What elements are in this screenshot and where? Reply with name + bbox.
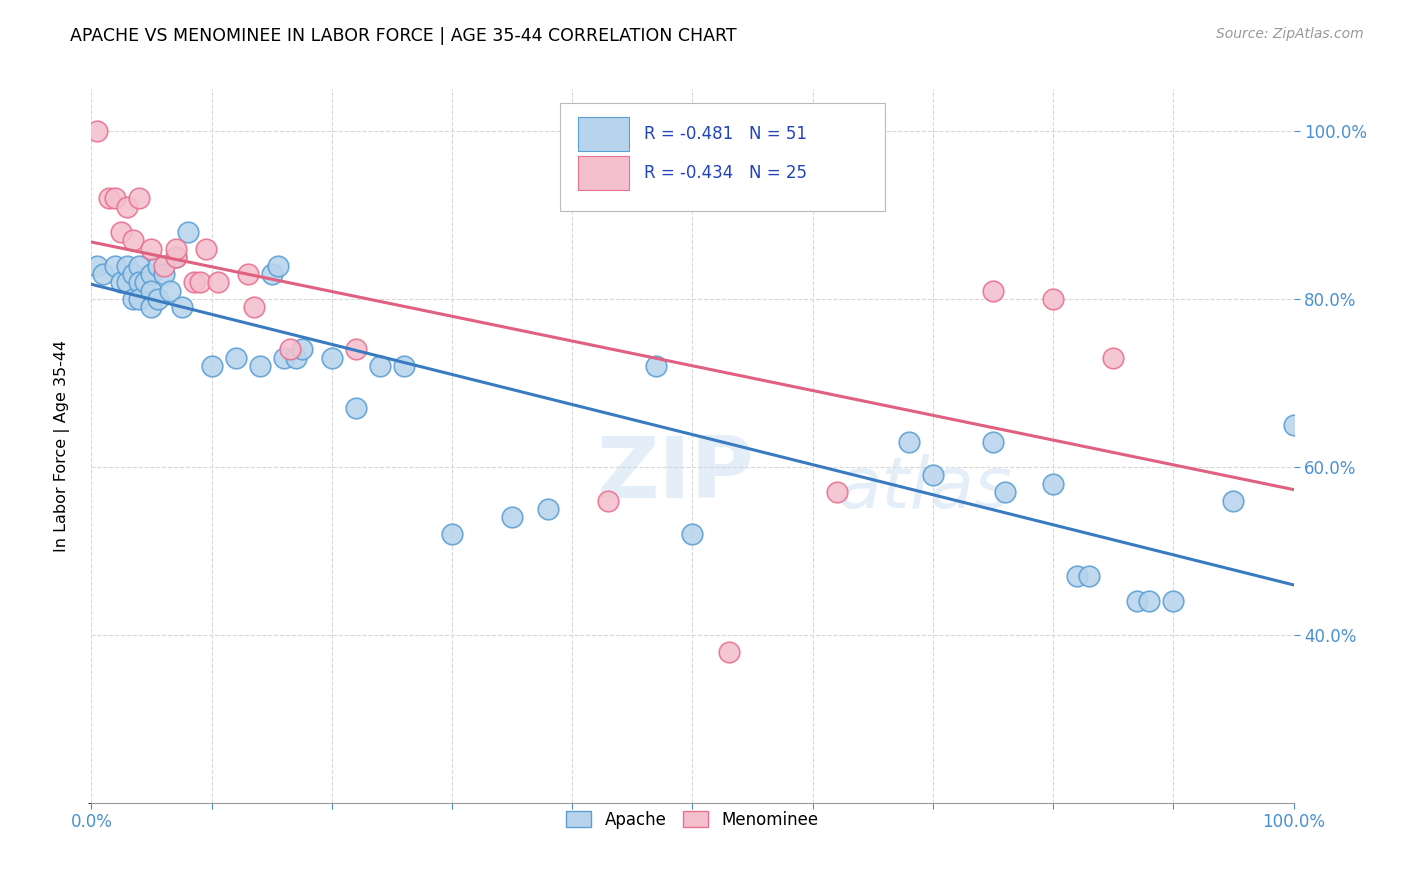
Point (128, 292, 150, 306)
Point (117, 275, 139, 289)
Point (110, 225, 132, 239)
Point (273, 351, 295, 365)
Point (236, 267, 259, 281)
Point (176, 225, 198, 239)
Point (1042, 292, 1064, 306)
FancyBboxPatch shape (578, 155, 628, 190)
Point (207, 275, 229, 289)
Point (1282, 417, 1305, 432)
Point (344, 343, 367, 357)
Point (1066, 569, 1088, 583)
Text: APACHE VS MENOMINEE IN LABOR FORCE | AGE 35-44 CORRELATION CHART: APACHE VS MENOMINEE IN LABOR FORCE | AGE… (70, 27, 737, 45)
Point (284, 351, 307, 365)
Point (170, 301, 193, 315)
Point (104, 191, 127, 205)
Point (188, 275, 211, 289)
Point (86, 124, 108, 138)
Point (344, 401, 367, 416)
Text: Source: ZipAtlas.com: Source: ZipAtlas.com (1216, 27, 1364, 41)
Point (392, 359, 415, 374)
Point (267, 259, 290, 273)
Point (152, 267, 174, 281)
Point (645, 359, 668, 374)
Point (128, 259, 150, 273)
Point (86, 259, 108, 273)
Text: R = -0.481   N = 51: R = -0.481 N = 51 (644, 125, 807, 143)
Point (440, 527, 463, 541)
Point (159, 284, 181, 298)
Point (122, 292, 145, 306)
Point (291, 343, 314, 357)
Point (981, 434, 1004, 449)
FancyBboxPatch shape (578, 117, 628, 152)
Point (141, 242, 163, 256)
Text: atlas: atlas (837, 454, 1011, 524)
Point (146, 259, 169, 273)
Point (1161, 594, 1184, 608)
Point (225, 351, 247, 365)
Point (368, 359, 391, 374)
Point (598, 493, 620, 508)
Point (1222, 493, 1244, 508)
Point (1042, 476, 1064, 491)
Point (141, 301, 163, 315)
Point (141, 267, 163, 281)
Point (501, 510, 523, 524)
Point (994, 485, 1017, 500)
Text: ZIP: ZIP (596, 433, 754, 516)
Point (249, 359, 271, 374)
Point (165, 242, 187, 256)
Point (717, 645, 740, 659)
Point (194, 242, 217, 256)
Point (1126, 594, 1149, 608)
Point (1078, 569, 1101, 583)
Point (110, 275, 132, 289)
Point (128, 191, 150, 205)
Point (1102, 351, 1125, 365)
Point (165, 250, 187, 264)
Point (152, 259, 174, 273)
Point (122, 233, 145, 247)
Point (981, 284, 1004, 298)
Point (201, 359, 224, 374)
Point (117, 259, 139, 273)
Point (260, 267, 283, 281)
Point (117, 200, 139, 214)
Point (134, 275, 156, 289)
Point (104, 259, 127, 273)
Point (141, 284, 163, 298)
Point (681, 527, 703, 541)
Text: R = -0.434   N = 25: R = -0.434 N = 25 (644, 164, 807, 182)
Point (146, 292, 169, 306)
Point (922, 468, 945, 483)
Point (98, 191, 121, 205)
Point (278, 343, 301, 357)
Point (93, 267, 115, 281)
Point (897, 434, 920, 449)
Point (537, 502, 560, 516)
Point (128, 275, 150, 289)
Point (1137, 594, 1160, 608)
Point (165, 250, 187, 264)
Point (183, 275, 205, 289)
FancyBboxPatch shape (560, 103, 884, 211)
Point (122, 267, 145, 281)
Point (242, 301, 264, 315)
Y-axis label: In Labor Force | Age 35-44: In Labor Force | Age 35-44 (53, 340, 70, 552)
Point (321, 351, 343, 365)
Legend: Apache, Menominee: Apache, Menominee (558, 803, 827, 838)
Point (825, 485, 848, 500)
